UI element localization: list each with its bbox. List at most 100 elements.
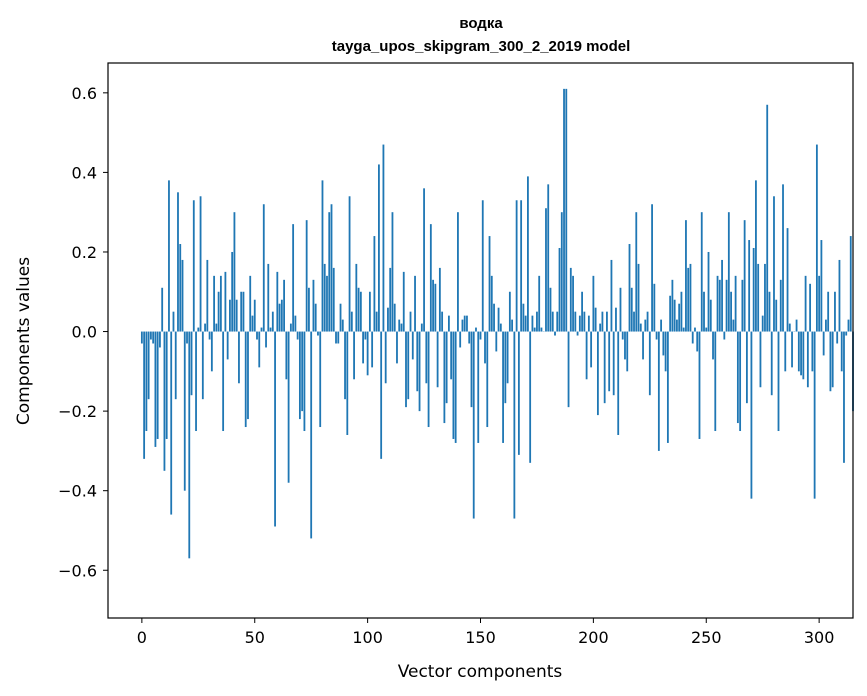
bar-278 — [768, 291, 771, 332]
bar-109 — [387, 307, 389, 332]
bar-222 — [642, 331, 644, 360]
bar-4 — [149, 331, 152, 340]
bar-209 — [612, 331, 615, 396]
bar-93 — [350, 311, 353, 332]
bar-110 — [389, 267, 392, 332]
bar-50 — [253, 299, 256, 332]
bar-313 — [847, 319, 850, 332]
bar-195 — [581, 291, 583, 332]
bar-39 — [229, 299, 231, 332]
bar-246 — [696, 331, 699, 352]
bar-248 — [700, 212, 703, 332]
bar-311 — [843, 331, 845, 463]
bar-104 — [375, 311, 378, 332]
bar-16 — [177, 192, 179, 332]
x-tick-label: 100 — [352, 628, 383, 647]
bar-53 — [260, 327, 263, 332]
bar-263 — [734, 275, 737, 332]
bar-45 — [242, 291, 245, 332]
bar-273 — [757, 263, 760, 332]
bar-51 — [256, 331, 258, 340]
bar-136 — [447, 315, 450, 332]
bar-2 — [145, 331, 148, 432]
bar-81 — [323, 263, 326, 332]
bar-74 — [308, 287, 310, 332]
bar-100 — [366, 331, 369, 376]
y-tick-label: 0.2 — [72, 243, 97, 262]
bar-244 — [691, 331, 694, 344]
bar-240 — [682, 327, 685, 332]
bar-170 — [524, 315, 527, 332]
bar-58 — [271, 311, 274, 332]
bar-124 — [420, 323, 423, 332]
x-tick-label: 50 — [245, 628, 265, 647]
bar-112 — [393, 303, 396, 332]
bar-35 — [219, 275, 222, 332]
bar-14 — [172, 311, 175, 332]
bar-184 — [556, 311, 559, 332]
bar-287 — [788, 323, 791, 332]
bar-70 — [298, 331, 301, 420]
bar-87 — [337, 331, 340, 344]
bar-97 — [359, 291, 362, 332]
bar-139 — [454, 331, 457, 443]
bar-133 — [441, 311, 444, 332]
bar-243 — [689, 263, 692, 332]
bar-218 — [633, 311, 635, 332]
bar-147 — [472, 331, 475, 519]
bar-80 — [321, 180, 324, 332]
bar-189 — [567, 331, 570, 408]
bar-307 — [834, 291, 836, 332]
bar-8 — [159, 331, 161, 348]
bar-153 — [486, 331, 489, 428]
bar-257 — [721, 259, 723, 332]
bar-239 — [680, 291, 683, 332]
bar-7 — [156, 331, 159, 439]
bar-226 — [651, 204, 653, 332]
bar-140 — [457, 212, 459, 332]
bar-230 — [660, 319, 663, 332]
bar-191 — [572, 275, 574, 332]
bar-57 — [269, 327, 272, 332]
bar-231 — [662, 331, 665, 356]
bar-177 — [540, 327, 543, 332]
bar-256 — [718, 279, 721, 332]
bar-254 — [714, 331, 717, 432]
bar-128 — [429, 224, 432, 332]
bar-114 — [398, 319, 401, 332]
bar-99 — [364, 331, 367, 340]
bar-219 — [635, 212, 638, 332]
bar-63 — [283, 279, 285, 332]
bar-34 — [217, 291, 220, 332]
x-tick-label: 200 — [578, 628, 609, 647]
bar-32 — [213, 275, 216, 332]
bar-68 — [294, 315, 297, 332]
bar-5 — [152, 331, 155, 344]
bar-206 — [606, 311, 608, 332]
bar-282 — [777, 331, 780, 432]
bar-151 — [481, 200, 484, 332]
bar-90 — [344, 331, 346, 400]
bar-161 — [504, 331, 507, 404]
bar-19 — [183, 331, 186, 491]
bar-234 — [669, 295, 672, 332]
bar-179 — [545, 208, 547, 332]
bar-163 — [508, 291, 511, 332]
bar-172 — [529, 331, 532, 463]
bar-28 — [204, 323, 206, 332]
bar-221 — [639, 323, 642, 332]
bar-138 — [452, 331, 455, 439]
bar-96 — [357, 287, 360, 332]
bar-167 — [517, 331, 520, 455]
bar-252 — [709, 299, 712, 332]
bar-207 — [608, 331, 611, 392]
bar-95 — [355, 263, 358, 332]
bar-101 — [368, 291, 371, 332]
bar-269 — [748, 240, 751, 332]
bar-300 — [818, 275, 821, 332]
bar-194 — [578, 315, 581, 332]
bar-126 — [425, 331, 428, 384]
bar-120 — [411, 331, 414, 360]
bar-46 — [244, 331, 247, 428]
